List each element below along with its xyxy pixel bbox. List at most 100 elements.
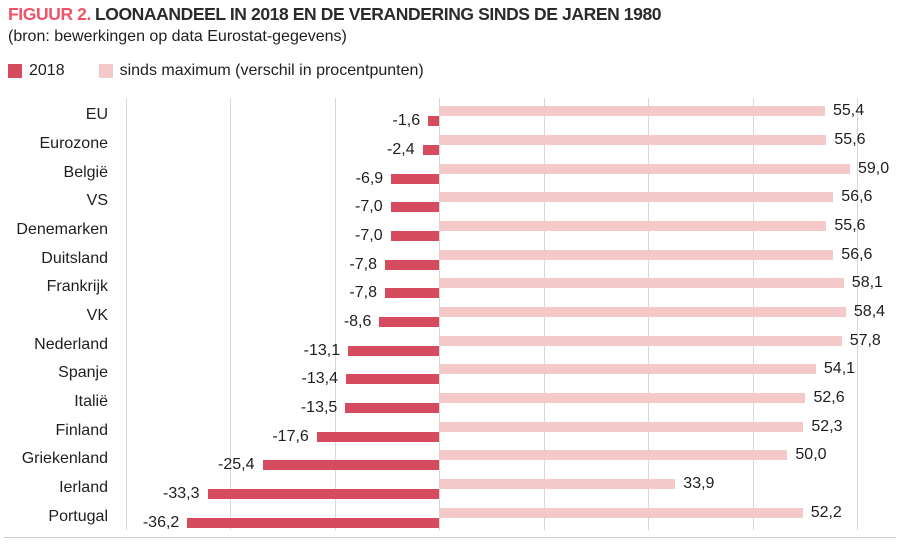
value-label-2018: -7,8	[349, 284, 377, 302]
value-label-2018: -7,8	[349, 255, 377, 273]
legend-swatch-2018	[8, 64, 22, 78]
chart-title-text: LOONAANDEEL IN 2018 EN DE VERANDERING SI…	[94, 4, 662, 24]
bar-2018	[262, 460, 440, 471]
bar-2018	[385, 288, 440, 299]
category-row: Denemarken 55,6 -7,0	[0, 215, 900, 244]
bar-sinds-maximum	[439, 134, 827, 145]
category-label: Duitsland	[41, 249, 108, 267]
gridline	[857, 98, 858, 530]
value-label-2018: -7,0	[355, 198, 383, 216]
category-label: Frankrijk	[46, 278, 108, 296]
category-label: Portugal	[48, 507, 108, 525]
value-label-2018: -36,2	[142, 513, 180, 531]
value-label-2018: -13,1	[303, 341, 341, 359]
category-label: Griekenland	[21, 450, 108, 468]
bar-sinds-maximum	[439, 163, 851, 174]
value-label-sinds-maximum: 50,0	[795, 446, 827, 464]
category-label: België	[63, 163, 108, 181]
value-label-2018: -7,0	[355, 226, 383, 244]
value-label-2018: -6,9	[355, 169, 384, 187]
value-label-sinds-maximum: 55,6	[834, 130, 866, 148]
figure-label: FIGUUR 2.	[8, 4, 91, 24]
bar-sinds-maximum	[439, 106, 825, 117]
value-label-sinds-maximum: 58,4	[853, 302, 886, 320]
value-label-2018: -1,6	[392, 112, 421, 130]
category-row: EU 55,4 -1,6	[0, 100, 900, 129]
bar-2018	[345, 402, 440, 413]
bar-sinds-maximum	[439, 249, 834, 260]
value-label-sinds-maximum: 55,6	[834, 216, 866, 234]
chart-title: FIGUUR 2. LOONAANDEEL IN 2018 EN DE VERAN…	[8, 4, 662, 25]
category-label: Spanje	[58, 364, 108, 382]
bar-2018	[379, 316, 440, 327]
legend-item-2018: 2018	[8, 62, 65, 80]
bar-sinds-maximum	[439, 192, 834, 203]
value-label-sinds-maximum: 59,0	[858, 159, 890, 177]
bar-2018	[316, 431, 440, 442]
value-label-sinds-maximum: 52,6	[813, 388, 845, 406]
legend-label-2018: 2018	[29, 62, 65, 79]
bar-sinds-maximum	[439, 335, 842, 346]
bar-2018	[422, 144, 440, 155]
value-label-2018: -8,6	[343, 312, 372, 330]
category-row: Duitsland 56,6 -7,8	[0, 243, 900, 272]
bar-2018	[428, 116, 440, 127]
bar-2018	[187, 517, 440, 528]
bar-sinds-maximum	[439, 220, 827, 231]
value-label-2018: -33,3	[163, 484, 200, 502]
category-label: Ierland	[59, 478, 108, 496]
category-label: VS	[86, 192, 108, 210]
value-label-sinds-maximum: 52,2	[810, 503, 842, 521]
category-row: België 59,0 -6,9	[0, 157, 900, 186]
category-row: VK 58,4 -8,6	[0, 301, 900, 330]
legend: 2018 sinds maximum (verschil in procentp…	[8, 62, 424, 80]
value-label-2018: -17,6	[272, 427, 309, 445]
category-label: Eurozone	[39, 134, 109, 152]
bar-sinds-maximum	[439, 421, 804, 432]
legend-item-sinds-maximum: sinds maximum (verschil in procentpunten…	[98, 62, 424, 80]
bar-sinds-maximum	[439, 278, 844, 289]
bar-2018	[391, 173, 440, 184]
bar-sinds-maximum	[439, 450, 788, 461]
gridline	[334, 98, 336, 530]
bar-2018	[207, 488, 440, 499]
gridline	[230, 98, 232, 530]
category-row: Italië 52,6 -13,5	[0, 387, 900, 416]
category-row: Portugal 52,2 -36,2	[0, 501, 900, 530]
x-axis-line	[4, 537, 896, 538]
category-label: VK	[86, 306, 108, 324]
category-row: Frankrijk 58,1 -7,8	[0, 272, 900, 301]
category-label: Italië	[74, 392, 108, 410]
value-label-sinds-maximum: 54,1	[823, 360, 856, 378]
category-label: Nederland	[34, 335, 108, 353]
bar-2018	[385, 259, 440, 270]
bar-sinds-maximum	[439, 392, 806, 403]
chart-subtitle: (bron: bewerkingen op data Eurostat-gege…	[8, 28, 347, 45]
value-label-sinds-maximum: 52,3	[811, 417, 843, 435]
bar-2018	[390, 230, 440, 241]
bar-2018	[390, 202, 440, 213]
value-label-sinds-maximum: 55,4	[833, 102, 865, 120]
category-row: VS 56,6 -7,0	[0, 186, 900, 215]
category-row: Finland 52,3 -17,6	[0, 415, 900, 444]
bar-sinds-maximum	[439, 478, 676, 489]
category-label: Finland	[55, 421, 108, 439]
value-label-2018: -13,5	[300, 398, 338, 416]
value-label-sinds-maximum: 57,8	[849, 331, 881, 349]
bar-2018	[348, 345, 440, 356]
value-label-2018: -2,4	[387, 140, 415, 158]
bar-sinds-maximum	[439, 364, 816, 375]
category-row: Ierland 33,9 -33,3	[0, 473, 900, 502]
category-row: Spanje 54,1 -13,4	[0, 358, 900, 387]
bar-2018	[346, 374, 440, 385]
value-label-sinds-maximum: 56,6	[841, 245, 873, 263]
gridline	[126, 98, 127, 530]
value-label-sinds-maximum: 58,1	[851, 274, 883, 292]
value-label-2018: -13,4	[301, 370, 338, 388]
category-label: EU	[85, 106, 108, 124]
legend-swatch-sinds-maximum	[98, 64, 113, 78]
bar-sinds-maximum	[439, 507, 803, 518]
category-label: Denemarken	[16, 220, 108, 238]
